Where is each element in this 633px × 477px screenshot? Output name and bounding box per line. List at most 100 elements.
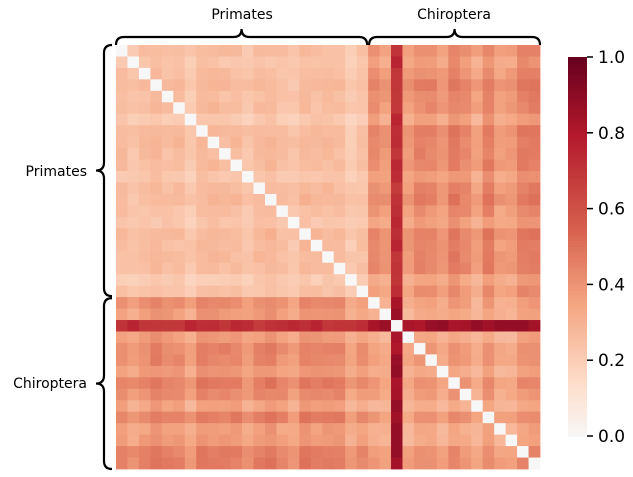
heatmap-cell	[459, 400, 472, 413]
heatmap-cell	[517, 171, 529, 183]
heatmap-cell	[345, 262, 358, 275]
colorbar-segment	[568, 180, 587, 184]
heatmap-cell	[368, 45, 380, 57]
heatmap-cell	[253, 205, 266, 218]
col-group-label-primates: Primates	[211, 7, 272, 23]
heatmap-cell	[264, 102, 277, 115]
heatmap-cell	[322, 182, 335, 195]
heatmap-cell	[287, 423, 300, 436]
heatmap-cell	[413, 308, 426, 321]
heatmap-cell	[219, 45, 231, 57]
heatmap-cell	[425, 285, 438, 298]
heatmap-cell	[517, 285, 529, 298]
heatmap-cell	[345, 354, 358, 367]
heatmap-cell	[413, 67, 426, 80]
heatmap-cell	[379, 56, 392, 69]
heatmap-cell	[116, 159, 128, 172]
heatmap-cell	[253, 320, 266, 332]
heatmap-cell	[150, 377, 163, 390]
heatmap-cell	[379, 193, 392, 206]
heatmap-cell	[322, 67, 335, 80]
colorbar-segment	[568, 167, 587, 172]
heatmap-cell	[459, 136, 472, 149]
heatmap-cell	[391, 274, 403, 287]
colorbar-segment	[568, 344, 587, 349]
heatmap-cell	[391, 125, 403, 138]
colorbar-segment	[568, 268, 587, 273]
heatmap-cell	[413, 251, 426, 264]
heatmap-cell	[425, 193, 438, 206]
colorbar-segment	[568, 183, 587, 188]
heatmap-cell	[505, 171, 518, 183]
heatmap-cell	[402, 125, 415, 138]
heatmap-cell	[138, 457, 151, 470]
heatmap-cell	[471, 262, 484, 275]
heatmap-cell	[494, 45, 507, 57]
heatmap-cell	[471, 182, 484, 195]
heatmap-cell	[196, 411, 209, 424]
heatmap-cell	[528, 308, 541, 321]
heatmap-cell	[173, 56, 186, 69]
heatmap-cell	[276, 182, 289, 195]
left-brace	[95, 297, 113, 471]
heatmap-cell	[116, 446, 128, 458]
heatmap-cell	[425, 90, 438, 103]
heatmap-cell	[402, 159, 415, 172]
heatmap-cell	[310, 193, 323, 206]
heatmap-cell	[368, 331, 380, 344]
heatmap-cell	[425, 446, 438, 458]
heatmap-cell	[356, 125, 369, 138]
heatmap-cell	[517, 193, 529, 206]
heatmap-cell	[276, 125, 289, 138]
heatmap-cell	[196, 342, 209, 355]
heatmap-cell	[425, 388, 438, 401]
heatmap-cell	[379, 342, 392, 355]
heatmap-cell	[219, 56, 231, 69]
heatmap-cell	[207, 45, 220, 57]
heatmap-cell	[207, 297, 220, 309]
colorbar-segment	[568, 429, 587, 434]
heatmap-cell	[116, 400, 128, 413]
heatmap-cell	[310, 274, 323, 287]
heatmap-cell	[230, 79, 243, 92]
heatmap-cell	[482, 262, 495, 275]
heatmap-cell	[138, 193, 151, 206]
colorbar-segment	[568, 372, 587, 377]
heatmap-cell	[345, 388, 358, 401]
heatmap-cell	[413, 79, 426, 92]
heatmap-cell	[471, 285, 484, 298]
heatmap-cell	[116, 377, 128, 390]
colorbar-segment	[568, 142, 587, 147]
heatmap-cell	[482, 446, 495, 458]
heatmap-cell	[402, 308, 415, 321]
heatmap-cell	[196, 171, 209, 183]
heatmap-cell	[207, 411, 220, 424]
heatmap-cell	[459, 205, 472, 218]
heatmap-cell	[207, 171, 220, 183]
heatmap-cell	[127, 388, 140, 401]
heatmap-cell	[391, 446, 403, 458]
heatmap-cell	[264, 113, 277, 126]
heatmap-cell	[391, 457, 403, 470]
heatmap-cell	[528, 342, 541, 355]
heatmap-cell	[150, 411, 163, 424]
colorbar-segment	[568, 293, 587, 298]
heatmap-cell	[482, 331, 495, 344]
heatmap-cell	[379, 148, 392, 160]
heatmap-cell	[322, 297, 335, 309]
heatmap-cell	[505, 365, 518, 378]
heatmap-cell	[207, 400, 220, 413]
heatmap-cell	[368, 228, 380, 241]
colorbar-segment	[568, 79, 587, 83]
heatmap-cell	[116, 331, 128, 344]
heatmap-cell	[242, 182, 254, 195]
heatmap-cell	[356, 446, 369, 458]
heatmap-cell	[505, 148, 518, 160]
heatmap-cell	[333, 45, 346, 57]
heatmap-cell	[402, 193, 415, 206]
heatmap-cell	[264, 434, 277, 447]
heatmap-cell	[494, 285, 507, 298]
heatmap-cell	[425, 308, 438, 321]
heatmap-cell	[528, 262, 541, 275]
heatmap-cell	[230, 377, 243, 390]
